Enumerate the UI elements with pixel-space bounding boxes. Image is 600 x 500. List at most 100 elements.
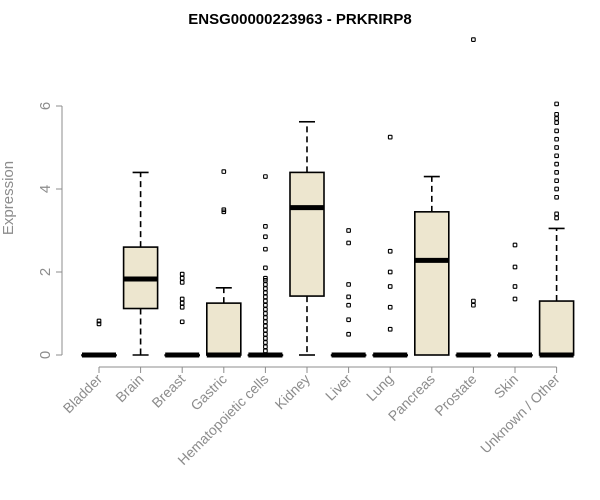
outlier-point (263, 174, 268, 179)
outlier-point (263, 311, 268, 316)
x-tick-label: Bladder (60, 371, 106, 417)
outlier-point (387, 248, 393, 254)
outlier-point (263, 282, 268, 287)
y-tick-label: 6 (37, 102, 54, 110)
outlier-point (263, 224, 268, 229)
outlier-point (554, 161, 559, 167)
outlier-point (387, 269, 393, 275)
outlier-point (179, 275, 185, 281)
outlier-point (346, 294, 351, 300)
outlier-point (554, 153, 559, 159)
outlier-point (263, 315, 268, 321)
outlier-point (554, 136, 559, 142)
outlier-point (346, 228, 351, 233)
outlier-point (179, 304, 185, 310)
outlier-point (263, 348, 268, 354)
x-tick-label: Liver (322, 371, 355, 404)
outlier-point (512, 296, 518, 302)
outlier-point (554, 120, 559, 125)
outlier-point (263, 246, 268, 252)
outlier-point (179, 280, 185, 285)
outlier-point (263, 286, 268, 291)
outlier-point (263, 275, 268, 281)
outlier-point (554, 128, 559, 134)
x-tick-label: Breast (148, 371, 188, 411)
outlier-point (263, 234, 268, 240)
outlier-point (554, 178, 559, 184)
y-axis: 0 2 4 6 (37, 102, 63, 359)
outlier-point (471, 298, 476, 304)
outlier-point (554, 211, 559, 217)
outlier-point (263, 340, 268, 345)
outlier-point (471, 37, 476, 42)
outlier-point (554, 215, 559, 221)
outlier-point (346, 331, 351, 337)
box-group (247, 174, 284, 358)
outlier-point (554, 101, 559, 107)
outlier-point (346, 240, 351, 246)
outlier-point (263, 327, 268, 333)
box-body (289, 171, 325, 297)
outlier-point (263, 302, 268, 308)
outlier-point (554, 111, 559, 117)
outlier-point (179, 296, 185, 302)
x-tick-label: Kidney (272, 371, 314, 413)
outlier-point (263, 294, 268, 300)
box-group (164, 271, 200, 358)
box-group (122, 171, 159, 356)
x-tick-label: Unknown / Other (477, 371, 563, 457)
chart-title: ENSG00000223963 - PRKRIRP8 (188, 11, 411, 28)
box-group (497, 242, 533, 358)
outlier-point (512, 284, 518, 289)
x-tick-label: Skin (491, 371, 522, 402)
outlier-point (387, 304, 393, 310)
box-group (206, 169, 242, 358)
x-tick-label: Lung (363, 371, 396, 404)
outlier-point (554, 186, 559, 192)
y-tick-label: 2 (37, 268, 54, 276)
outlier-point (554, 194, 559, 200)
box-body (413, 211, 450, 356)
outlier-point (554, 116, 559, 121)
outlier-point (96, 318, 102, 324)
y-tick-label: 4 (37, 185, 54, 193)
outlier-point (263, 319, 268, 325)
outlier-point (512, 242, 518, 248)
box-group (81, 318, 117, 358)
box-group (372, 134, 409, 358)
outlier-point (554, 170, 559, 175)
outlier-point (179, 300, 185, 306)
outlier-point (179, 271, 185, 277)
outlier-point (554, 145, 559, 150)
outlier-point (221, 207, 227, 213)
outlier-point (387, 134, 393, 140)
x-tick-label: Prostate (431, 371, 479, 419)
y-axis-label: Expression (0, 161, 17, 235)
y-tick-label: 0 (37, 351, 54, 359)
outlier-point (221, 169, 227, 174)
outlier-point (346, 302, 351, 308)
outlier-point (346, 317, 351, 323)
box-group (538, 101, 575, 358)
outlier-point (263, 344, 268, 350)
plot-area (81, 37, 575, 358)
outlier-point (263, 331, 268, 337)
outlier-point (387, 284, 393, 289)
outlier-point (263, 265, 268, 271)
outlier-point (512, 264, 518, 270)
outlier-point (263, 290, 268, 296)
outlier-point (263, 336, 268, 341)
x-tick-label: Brain (112, 371, 146, 405)
outlier-point (96, 321, 102, 327)
outlier-point (263, 323, 268, 329)
outlier-point (263, 306, 268, 312)
outlier-point (346, 282, 351, 287)
outlier-point (387, 326, 393, 332)
box-body (538, 300, 575, 356)
box-group (330, 228, 367, 358)
outlier-point (179, 319, 185, 325)
box-body (206, 302, 242, 356)
outlier-point (471, 302, 476, 308)
